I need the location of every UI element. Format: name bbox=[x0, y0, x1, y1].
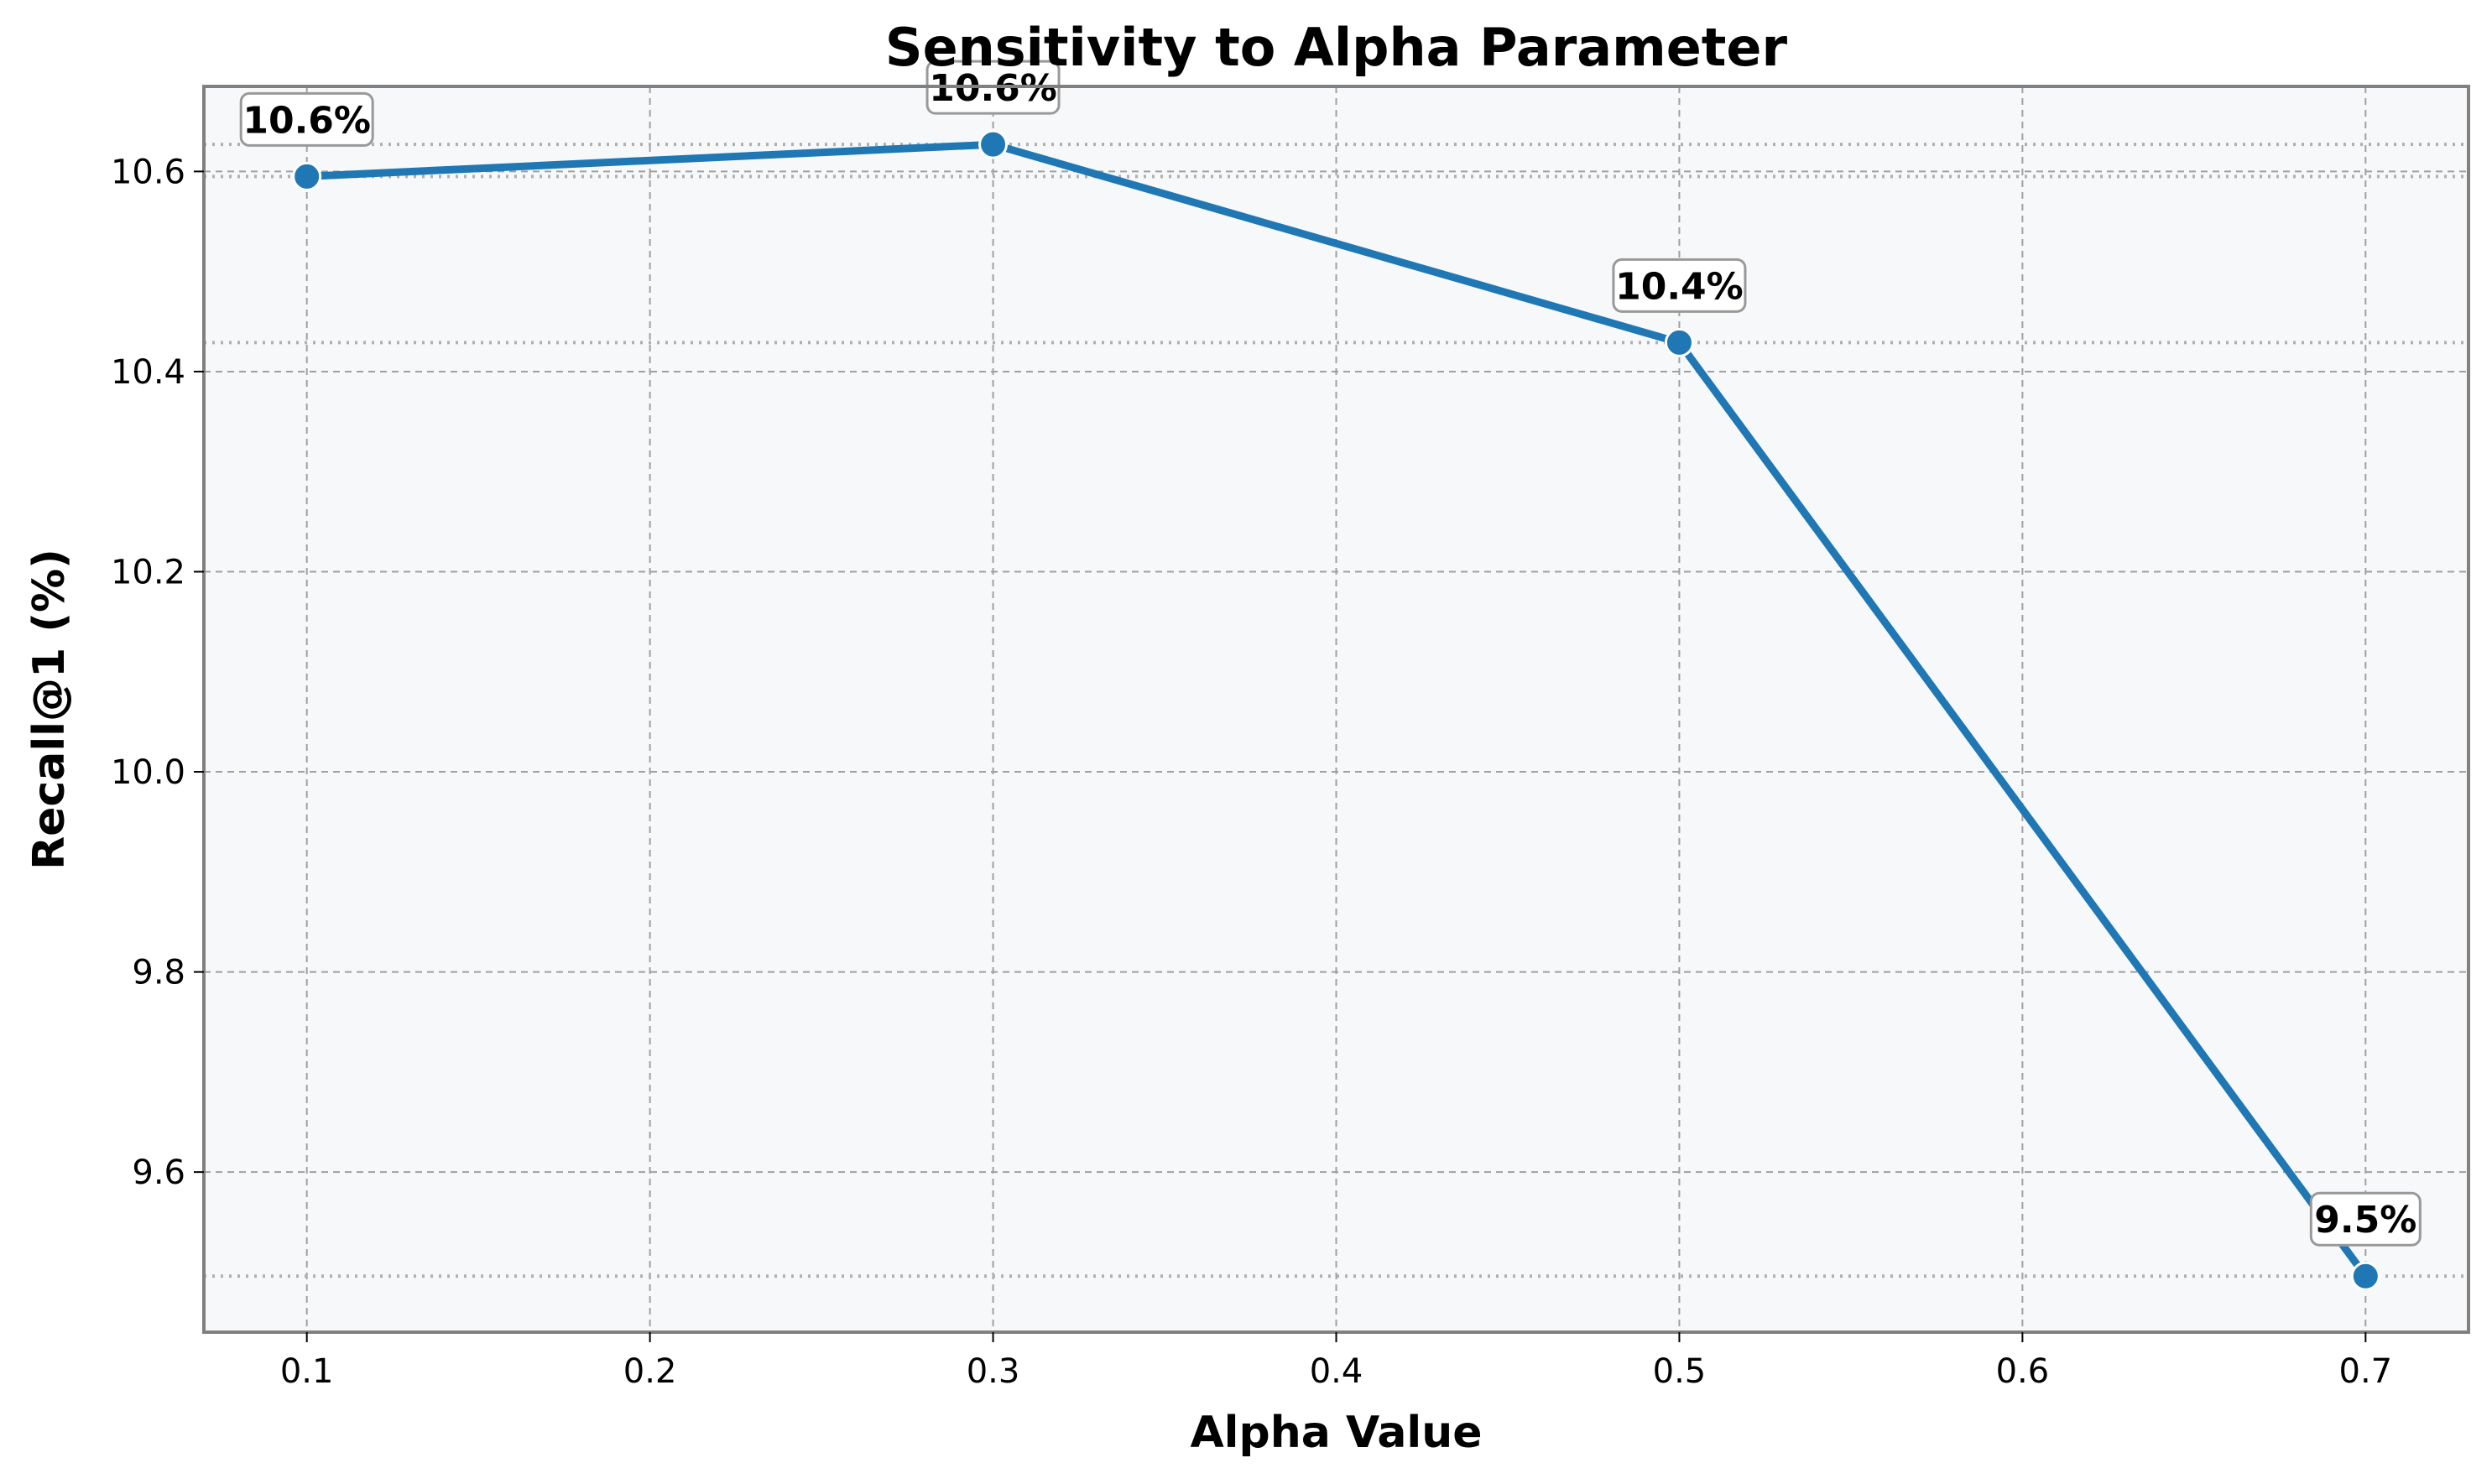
x-tick-label: 0.1 bbox=[280, 1352, 334, 1391]
y-axis-title: Recall@1 (%) bbox=[24, 549, 75, 870]
y-axis: 9.6 9.8 10.0 10.2 10.4 10.6 bbox=[111, 153, 204, 1192]
x-axis-title: Alpha Value bbox=[1190, 1408, 1482, 1458]
y-tick-label: 9.8 bbox=[132, 954, 185, 992]
x-tick-label: 0.7 bbox=[2339, 1352, 2393, 1391]
data-label-text: 10.4% bbox=[1615, 265, 1744, 308]
data-label: 10.6% bbox=[239, 91, 374, 147]
data-point bbox=[978, 129, 1009, 159]
data-label: 9.5% bbox=[2309, 1191, 2422, 1247]
data-label: 10.4% bbox=[1612, 258, 1747, 313]
markers bbox=[292, 129, 2380, 1291]
series-line bbox=[303, 140, 2369, 1280]
x-tick-label: 0.3 bbox=[967, 1352, 1020, 1391]
x-tick-label: 0.4 bbox=[1310, 1352, 1363, 1391]
data-label-box bbox=[2309, 1191, 2422, 1247]
data-label-box bbox=[1612, 258, 1747, 313]
data-point bbox=[2350, 1261, 2380, 1291]
x-tick-label: 0.6 bbox=[1996, 1352, 2050, 1391]
y-tick-label: 9.6 bbox=[132, 1153, 185, 1192]
data-labels: 10.6% 10.6% 10.4% 9.5% bbox=[239, 60, 2422, 1247]
y-tick-label: 10.4 bbox=[111, 353, 185, 392]
data-label-text: 9.5% bbox=[2314, 1199, 2416, 1242]
chart-title: Sensitivity to Alpha Parameter bbox=[885, 17, 1788, 78]
x-tick-label: 0.2 bbox=[623, 1352, 677, 1391]
x-tick-label: 0.5 bbox=[1653, 1352, 1707, 1391]
x-axis: 0.1 0.2 0.3 0.4 0.5 0.6 0.7 bbox=[280, 1332, 2392, 1391]
data-label-text: 10.6% bbox=[929, 67, 1057, 110]
data-label-text: 10.6% bbox=[242, 99, 371, 142]
data-point bbox=[292, 161, 322, 191]
grid bbox=[204, 86, 2469, 1332]
data-point bbox=[1664, 327, 1694, 357]
data-label-box bbox=[239, 91, 374, 147]
y-tick-label: 10.0 bbox=[111, 753, 185, 792]
y-tick-label: 10.2 bbox=[111, 553, 185, 591]
y-tick-label: 10.6 bbox=[111, 153, 185, 191]
